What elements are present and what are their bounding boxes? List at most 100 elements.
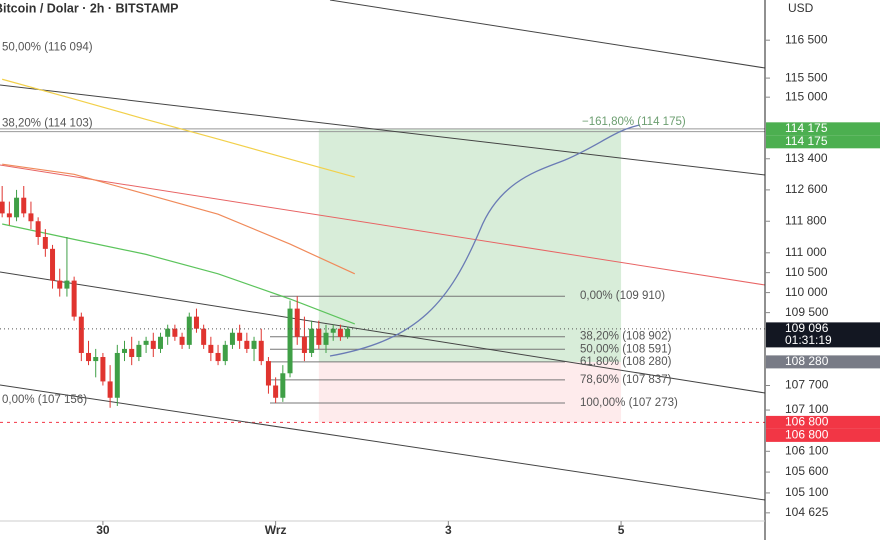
candle-body [345,328,351,337]
channel-line [329,0,766,69]
candle-body [35,221,41,237]
fib-level-label: 50,00% (108 591) [580,343,672,355]
candle-body [323,332,329,345]
moving-average [1,78,355,178]
x-tick-label: 3 [445,523,452,537]
price-label: 106 800 [785,415,829,429]
fib-level-label: 78,60% (107 837) [580,374,672,386]
candle-body [50,248,56,281]
candle-body [122,348,128,353]
candle-body [251,340,257,349]
price-label-box [766,135,880,149]
candle-body [78,316,84,353]
fib-extension-label: −161,80% (114 175) [582,116,686,128]
channel-line [0,271,766,394]
y-tick-label: 107 700 [785,378,829,392]
fib-left-label: 0,00% (107 156) [2,394,87,406]
moving-average [2,163,356,275]
y-tick-label: 105 100 [785,485,829,499]
candle-body [114,352,120,398]
price-countdown: 01:31:19 [785,333,832,347]
y-tick-label: 104 625 [785,505,829,519]
y-tick-label: 111 800 [785,213,827,227]
axis-layer: 116 500 115 500 115 000 113 400 112 600 111 8… [96,32,880,537]
candle-body [316,328,322,345]
candle-body [28,213,34,222]
candle-body [93,357,99,362]
candle-body [193,316,199,329]
candle-body [337,328,343,337]
y-tick-label: 111 000 [785,245,827,259]
channel-lines [0,0,766,501]
candle-body [301,336,307,353]
fib-left-label: 50,00% (116 094) [2,42,93,54]
y-tick-label: 107 100 [785,402,829,416]
candle-body [172,328,178,337]
chart-title: Bitcoin / Dolar · 2h · BITSTAMP [0,1,179,15]
candle-body [273,385,279,398]
price-label-box [766,428,880,442]
fib-level-label: 61,80% (108 280) [580,356,672,368]
plot-layer: −161,80% (114 175) 50,00% (116 094) 38,20%… [0,42,765,409]
candle-body [64,280,70,289]
candle-body [157,336,163,349]
price-label-box [766,122,880,136]
channel-line [0,84,766,176]
candle-body [222,344,228,362]
candle-body [330,328,336,333]
y-tick-label: 113 400 [785,151,828,165]
candle-body [258,340,264,362]
price-label-box [766,322,880,348]
fib-level-label: 38,20% (108 902) [580,331,672,343]
y-tick-label: 105 600 [785,464,829,478]
y-tick-label: 106 100 [785,443,829,457]
candle-body [215,352,221,362]
y-tick-label: 115 000 [785,89,828,103]
y-tick-label: 110 000 [785,285,828,299]
fib-left-label: 38,20% (114 103) [2,118,93,130]
candle-body [150,340,156,349]
x-tick-label: 5 [618,523,625,537]
trend-line [0,164,766,286]
projection-curve [329,124,641,357]
candle-body [42,236,48,249]
candle-body [21,197,27,214]
channel-line [0,384,766,501]
y-tick-label: 112 600 [785,182,828,196]
candle-body [244,340,250,349]
fib-level-label: 0,00% (109 910) [580,290,665,302]
y-tick-label: 115 500 [785,70,828,84]
y-tick-label: 116 500 [785,32,828,46]
candle-body [280,373,286,398]
candle-body [265,361,271,386]
price-label-box [766,415,880,429]
currency-label: USD [788,1,814,15]
x-tick-label: Wrz [265,523,287,537]
candle-body [129,348,135,358]
price-label: 106 800 [785,428,829,442]
candle-body [208,344,214,353]
price-label: 109 096 [785,321,829,335]
x-tick-label: 30 [96,523,110,537]
candle-body [86,352,92,362]
price-label-box [766,355,880,369]
moving-average [2,223,356,325]
candle-body [201,328,207,345]
loss-zone [318,361,622,423]
price-label: 114 175 [785,121,828,135]
price-label: 108 280 [785,354,829,368]
candle-body [100,357,106,382]
candle-body [14,197,20,218]
candle-body [179,336,185,345]
price-label: 114 175 [785,134,828,148]
candle-body [287,308,293,374]
y-tick-label: 109 500 [785,305,829,319]
candle-body [165,328,171,337]
candle-body [71,280,77,317]
candle-body [6,213,12,218]
fib-level-label: 100,00% (107 273) [580,397,678,409]
profit-zone [318,128,622,362]
candle-body [0,201,5,214]
